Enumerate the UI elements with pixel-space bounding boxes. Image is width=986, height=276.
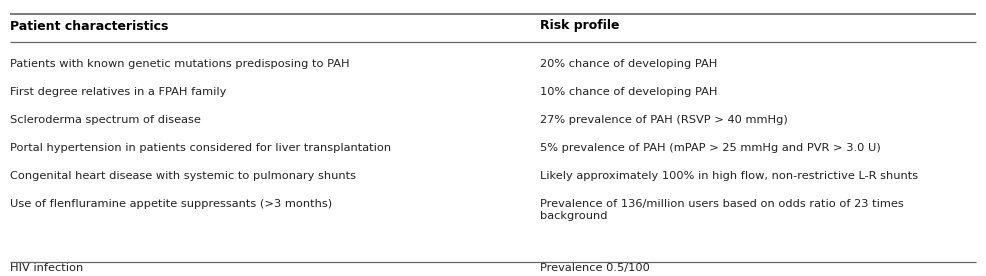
Text: Use of flenfluramine appetite suppressants (>3 months): Use of flenfluramine appetite suppressan… — [10, 199, 332, 209]
Text: Prevalence of 136/million users based on odds ratio of 23 times
background: Prevalence of 136/million users based on… — [540, 199, 904, 221]
Text: Prevalence 0.5/100: Prevalence 0.5/100 — [540, 263, 650, 273]
Text: Likely approximately 100% in high flow, non-restrictive L-R shunts: Likely approximately 100% in high flow, … — [540, 171, 918, 181]
Text: First degree relatives in a FPAH family: First degree relatives in a FPAH family — [10, 87, 227, 97]
Text: HIV infection: HIV infection — [10, 263, 83, 273]
Text: 10% chance of developing PAH: 10% chance of developing PAH — [540, 87, 718, 97]
Text: Congenital heart disease with systemic to pulmonary shunts: Congenital heart disease with systemic t… — [10, 171, 356, 181]
Text: Scleroderma spectrum of disease: Scleroderma spectrum of disease — [10, 115, 201, 125]
Text: 20% chance of developing PAH: 20% chance of developing PAH — [540, 59, 718, 69]
Text: Patient characteristics: Patient characteristics — [10, 20, 169, 33]
Text: Portal hypertension in patients considered for liver transplantation: Portal hypertension in patients consider… — [10, 143, 391, 153]
Text: 5% prevalence of PAH (mPAP > 25 mmHg and PVR > 3.0 U): 5% prevalence of PAH (mPAP > 25 mmHg and… — [540, 143, 880, 153]
Text: Patients with known genetic mutations predisposing to PAH: Patients with known genetic mutations pr… — [10, 59, 350, 69]
Text: Risk profile: Risk profile — [540, 20, 619, 33]
Text: 27% prevalence of PAH (RSVP > 40 mmHg): 27% prevalence of PAH (RSVP > 40 mmHg) — [540, 115, 788, 125]
